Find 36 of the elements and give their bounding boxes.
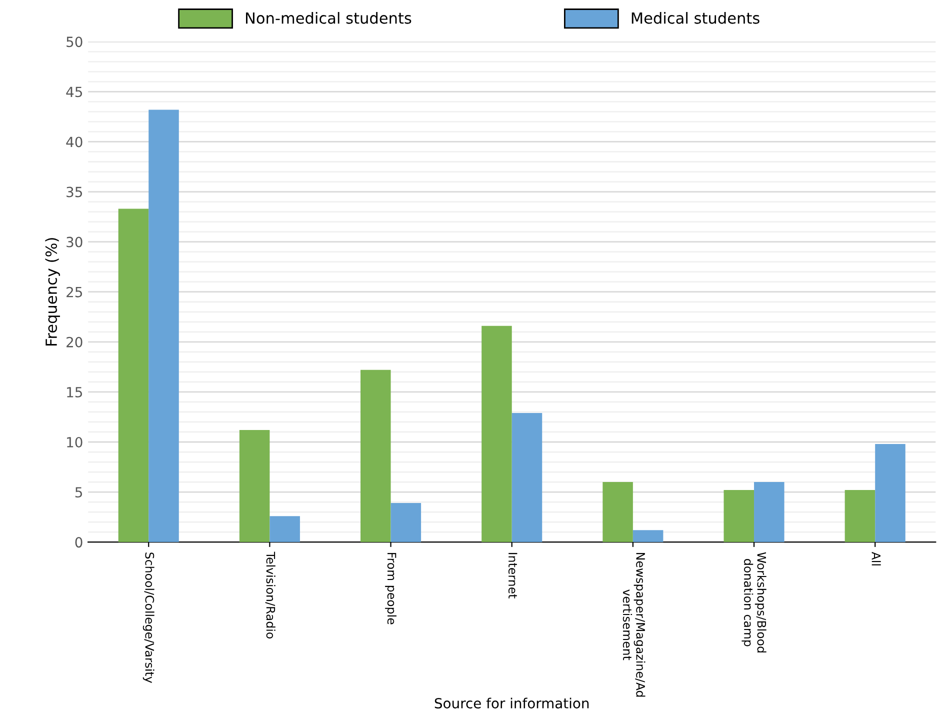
bar [602, 482, 633, 542]
y-tick-label: 5 [75, 487, 82, 498]
y-tick-label: 45 [66, 86, 82, 98]
y-tick-label: 15 [67, 387, 82, 398]
bar [482, 326, 512, 542]
y-tick-label: 30 [66, 236, 82, 248]
bar [239, 430, 270, 542]
legend-label: Medical students [632, 12, 760, 24]
y-tick-label: 10 [67, 436, 82, 448]
x-tick-label: All [872, 552, 881, 566]
bar [270, 516, 300, 542]
bar [512, 412, 542, 542]
x-axis-title: Source for information [434, 698, 589, 708]
y-tick-label: 50 [66, 36, 82, 48]
legend-label: Non-medical students [246, 12, 412, 24]
bar [875, 444, 906, 542]
x-tick-label: Internet [508, 552, 518, 598]
bar [754, 482, 784, 542]
x-tick-label: Workshops/Blood donation camp [742, 552, 766, 652]
x-tick-label: From people [385, 552, 396, 624]
y-tick-label: 25 [66, 286, 82, 298]
bar [724, 490, 754, 542]
y-tick-label: 0 [75, 537, 82, 548]
y-axis-title: Frequency (%) [45, 238, 60, 346]
bar [148, 110, 179, 542]
x-tick-label: Newspaper/Magazine/Advertisement [622, 552, 646, 697]
bar [632, 530, 664, 542]
bar [844, 490, 876, 542]
bar [118, 208, 149, 542]
y-tick-label: 20 [66, 336, 82, 348]
bar [360, 370, 391, 542]
x-tick-label: Telvision/Radio [265, 552, 276, 638]
x-tick-label: School/College/Varsity [142, 552, 154, 683]
y-tick-label: 40 [66, 136, 82, 148]
bar [390, 503, 422, 542]
y-tick-label: 35 [66, 186, 82, 198]
